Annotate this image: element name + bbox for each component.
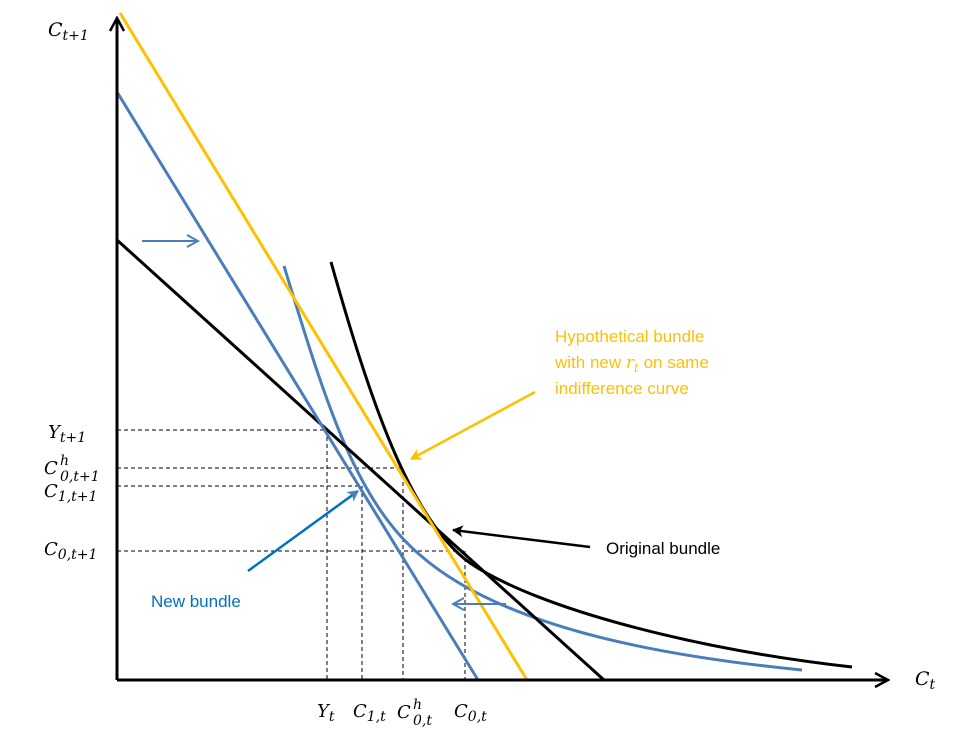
y-tick-label: C0,t+1 <box>44 539 97 563</box>
hypothetical-annotation-line1: Hypothetical bundle <box>555 327 704 346</box>
hypothetical-annotation-line3: indifference curve <box>555 379 689 398</box>
new-pointer-arrow <box>247 489 359 573</box>
new-budget-line <box>115 91 480 681</box>
new-indifference-curve <box>282 265 803 672</box>
x-tick-label: C0,t <box>454 701 487 725</box>
hypothetical-annotation-line2: with new rt on same <box>554 353 709 375</box>
y-tick-label: C1,t+1 <box>44 481 97 505</box>
hypothetical-bundle-annotation: Hypothetical bundle with new rt on same … <box>554 327 709 398</box>
x-tick-label: Yt <box>317 701 335 725</box>
x-axis-label: Ct <box>915 668 936 693</box>
y-axis-label: Ct+1 <box>48 19 89 44</box>
original-indifference-curve <box>329 261 853 669</box>
hypothetical-budget-line <box>118 12 529 681</box>
x-tick-label: C1,t <box>353 701 386 725</box>
original-budget-line <box>115 238 606 682</box>
original-pointer-arrow <box>452 525 591 549</box>
dashed-guides <box>117 429 466 680</box>
y-tick-label: Yt+1 <box>48 422 86 446</box>
original-bundle-label: Original bundle <box>606 539 720 558</box>
new-bundle-label: New bundle <box>151 592 241 611</box>
hypothetical-pointer-arrow <box>410 390 536 461</box>
